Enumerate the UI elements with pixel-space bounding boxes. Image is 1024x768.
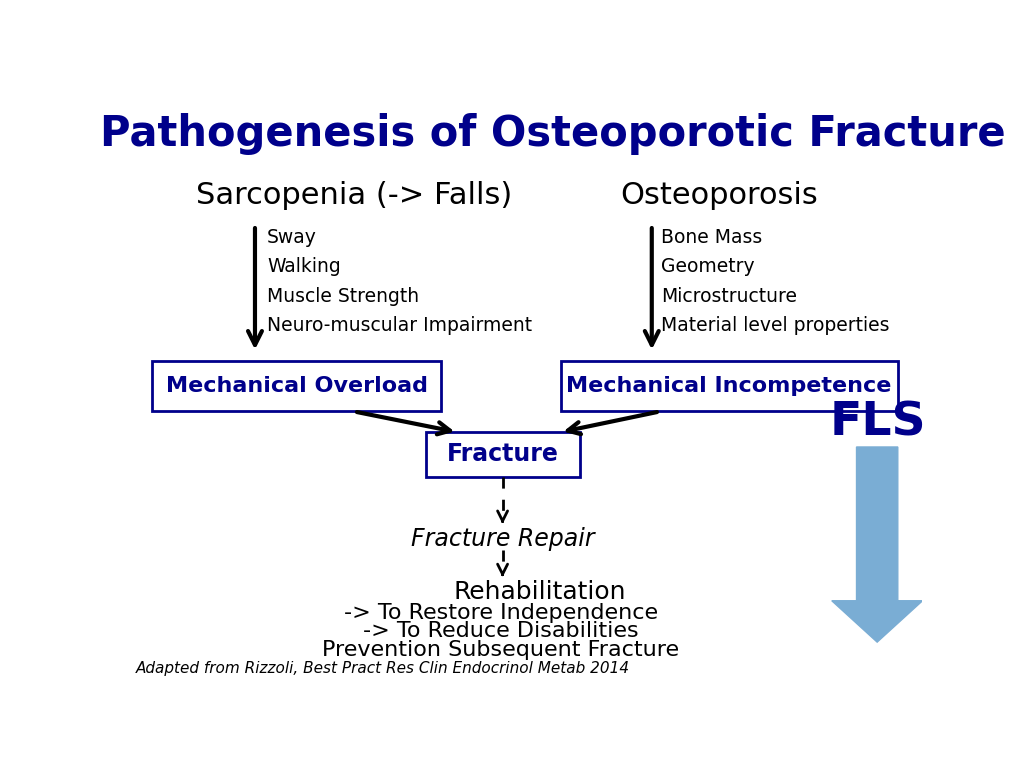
Text: Muscle Strength: Muscle Strength	[267, 286, 419, 306]
Text: Adapted from Rizzoli, Best Pract Res Clin Endocrinol Metab 2014: Adapted from Rizzoli, Best Pract Res Cli…	[136, 661, 630, 677]
Text: Walking: Walking	[267, 257, 341, 276]
Text: -> To Reduce Disabilities: -> To Reduce Disabilities	[364, 621, 639, 641]
Polygon shape	[831, 447, 923, 642]
Text: Sarcopenia (-> Falls): Sarcopenia (-> Falls)	[196, 181, 512, 210]
Text: Mechanical Incompetence: Mechanical Incompetence	[566, 376, 892, 396]
Text: Osteoporosis: Osteoporosis	[621, 181, 818, 210]
Text: Fracture Repair: Fracture Repair	[411, 527, 594, 551]
Text: Neuro-muscular Impairment: Neuro-muscular Impairment	[267, 316, 532, 336]
FancyBboxPatch shape	[560, 361, 898, 412]
Text: FLS: FLS	[829, 401, 927, 445]
Text: Pathogenesis of Osteoporotic Fracture: Pathogenesis of Osteoporotic Fracture	[99, 113, 1006, 154]
Text: -> To Restore Independence: -> To Restore Independence	[344, 603, 658, 623]
Text: Fracture: Fracture	[447, 442, 559, 466]
FancyBboxPatch shape	[426, 432, 581, 476]
Text: Material level properties: Material level properties	[662, 316, 890, 336]
Text: Mechanical Overload: Mechanical Overload	[166, 376, 428, 396]
Text: Geometry: Geometry	[662, 257, 755, 276]
FancyBboxPatch shape	[152, 361, 441, 412]
Text: Microstructure: Microstructure	[662, 286, 798, 306]
Text: Rehabilitation: Rehabilitation	[454, 580, 626, 604]
Text: Bone Mass: Bone Mass	[662, 227, 763, 247]
Text: Sway: Sway	[267, 227, 316, 247]
Text: Prevention Subsequent Fracture: Prevention Subsequent Fracture	[323, 641, 680, 660]
